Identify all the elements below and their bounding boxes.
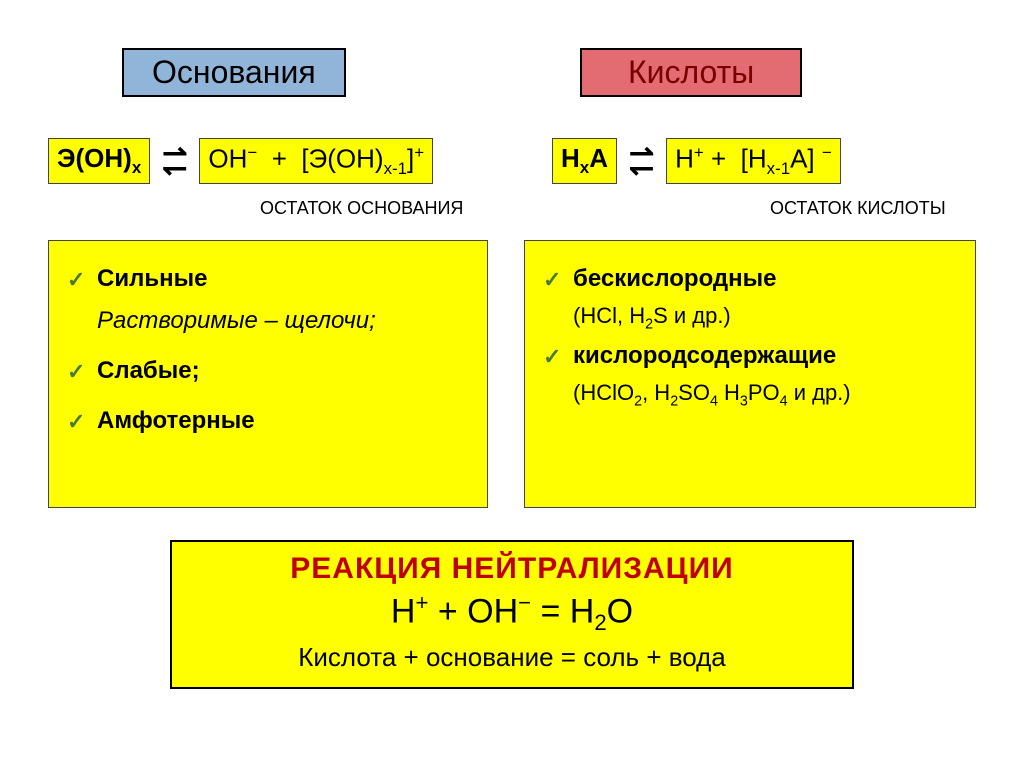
acid-item-anoxic-sub: (HCl, H2S и др.) bbox=[543, 303, 957, 332]
acid-item-oxy: кислородсодержащие bbox=[543, 342, 957, 370]
residue-label-base: остаток основания bbox=[260, 198, 463, 219]
residue-label-acid: остаток кислоты bbox=[770, 198, 946, 219]
formula-row-acids: HxA ⇀↽ H+ + [Hx-1A] − bbox=[552, 138, 841, 184]
formula-row-bases: Э(OH)x ⇀↽ OH− + [Э(OH)x-1]+ bbox=[48, 138, 433, 184]
neutralization-box: Реакция нейтрализации H+ + OH− = H2O Кис… bbox=[170, 540, 854, 689]
base-item-weak: Слабые; bbox=[67, 357, 469, 385]
base-properties-box: Сильные Растворимые – щелочи; Слабые; Ам… bbox=[48, 240, 488, 508]
neutralization-equation: H+ + OH− = H2O bbox=[202, 590, 822, 636]
neutralization-words: Кислота + основание = соль + вода bbox=[202, 642, 822, 673]
equilibrium-arrows-icon: ⇀↽ bbox=[629, 146, 654, 176]
equilibrium-arrows-icon: ⇀↽ bbox=[162, 146, 187, 176]
acid-formula-left: HxA bbox=[552, 138, 617, 183]
base-item-amphoteric: Амфотерные bbox=[67, 407, 469, 435]
base-item-strong: Сильные bbox=[67, 265, 469, 293]
base-formula-right: OH− + [Э(OH)x-1]+ bbox=[199, 138, 433, 184]
neutralization-title: Реакция нейтрализации bbox=[202, 552, 822, 586]
base-item-strong-sub: Растворимые – щелочи; bbox=[67, 307, 469, 335]
header-bases: Основания bbox=[122, 48, 346, 97]
header-acids: Кислоты bbox=[580, 48, 802, 97]
acid-formula-right: H+ + [Hx-1A] − bbox=[666, 138, 841, 184]
acid-properties-box: бескислородные (HCl, H2S и др.) кислород… bbox=[524, 240, 976, 508]
base-formula-left: Э(OH)x bbox=[48, 138, 150, 183]
acid-item-oxy-sub: (HClO2, H2SO4 H3PO4 и др.) bbox=[543, 380, 957, 409]
acid-item-anoxic: бескислородные bbox=[543, 265, 957, 293]
